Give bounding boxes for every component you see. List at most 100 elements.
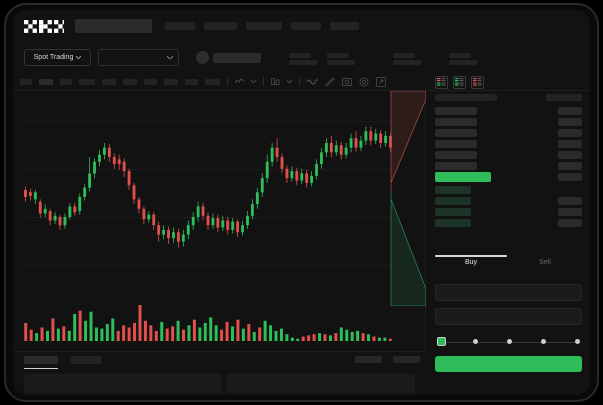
stat-24h-change <box>327 53 355 67</box>
nav-item-2[interactable] <box>204 22 237 30</box>
orderbook-row-amount <box>558 162 582 170</box>
chevron-down-icon-2[interactable] <box>287 80 292 83</box>
nav-item-1[interactable] <box>165 22 195 30</box>
stat-24h-high <box>393 53 421 67</box>
slider-handle[interactable] <box>437 337 446 346</box>
orderbook-row-amount <box>558 140 582 148</box>
tab-sell[interactable]: Sell <box>539 259 551 266</box>
settings-icon[interactable] <box>359 77 369 87</box>
percent-slider[interactable] <box>437 337 580 348</box>
orderbook-asks-icon[interactable] <box>471 76 484 89</box>
nav-item-3[interactable] <box>246 22 282 30</box>
orderbook-row-price <box>435 162 477 170</box>
orderbook-row-price <box>435 219 471 227</box>
orderbook-row-amount <box>558 129 582 137</box>
orderbook-row-amount <box>558 118 582 126</box>
orderbook-row-price <box>435 129 477 137</box>
orderbook-row[interactable] <box>435 218 582 229</box>
orderbook-row[interactable] <box>435 172 582 185</box>
order-form <box>427 280 590 395</box>
orderbook-row-price <box>435 197 471 205</box>
price-field[interactable] <box>435 284 582 301</box>
top-header <box>13 10 590 43</box>
tab-open-orders[interactable] <box>24 356 58 364</box>
orderbook-row-amount <box>558 197 582 205</box>
slider-step-50[interactable] <box>507 339 512 344</box>
nav-item-5[interactable] <box>330 22 359 30</box>
interval-pill-2[interactable] <box>39 78 53 85</box>
orderbook-row-price <box>435 140 477 148</box>
orderbook-row[interactable] <box>435 117 582 128</box>
toolbar-divider <box>227 77 228 86</box>
interval-pill-10[interactable] <box>205 78 220 85</box>
trade-side-tabs: Buy Sell <box>427 255 590 279</box>
gridline-1 <box>21 169 391 170</box>
candlestick-chart <box>24 126 392 248</box>
orderbook-row-price <box>435 118 477 126</box>
orderbook-row[interactable] <box>435 207 582 218</box>
orderbook-row[interactable] <box>435 150 582 161</box>
sub-header: Spot Trading <box>13 43 590 73</box>
volume-histogram <box>24 305 392 341</box>
orderbook-row-amount <box>558 219 582 227</box>
interval-pill-5[interactable] <box>102 78 116 85</box>
interval-pill-6[interactable] <box>123 78 137 85</box>
orderbook-column-headers <box>435 94 582 101</box>
fullscreen-icon[interactable] <box>376 76 386 87</box>
orderbook-row[interactable] <box>435 128 582 139</box>
nav-item-4[interactable] <box>291 22 321 30</box>
okx-logo-icon[interactable] <box>24 20 64 33</box>
bottom-block-right <box>227 374 415 393</box>
interval-pill-8[interactable] <box>164 78 178 85</box>
bottom-orders-panel <box>13 351 426 395</box>
orderbook-row[interactable] <box>435 196 582 207</box>
orderbook-rows <box>435 106 582 229</box>
chevron-down-icon[interactable] <box>251 80 256 83</box>
gridline-3 <box>21 265 391 266</box>
line-style-icon[interactable] <box>307 78 318 85</box>
market-type-label: Spot Trading <box>33 54 74 61</box>
orderbook-row[interactable] <box>435 139 582 150</box>
bottom-block-left <box>24 374 222 393</box>
tab-order-history[interactable] <box>71 356 101 364</box>
tab-buy[interactable]: Buy <box>464 259 478 266</box>
slider-step-25[interactable] <box>473 339 478 344</box>
orderbook-row-price <box>435 186 471 194</box>
slider-step-100[interactable] <box>575 339 580 344</box>
price-chart-panel[interactable] <box>13 91 426 351</box>
indicators-icon[interactable] <box>235 78 244 85</box>
orderbook-row-price <box>435 172 491 182</box>
interval-pill-9[interactable] <box>185 78 198 85</box>
toolbar-divider-2 <box>263 77 264 86</box>
interval-pill-7[interactable] <box>144 78 157 85</box>
orderbook-row[interactable] <box>435 185 582 196</box>
pair-selector-dropdown[interactable] <box>98 49 179 66</box>
compare-icon[interactable] <box>271 78 280 85</box>
toolbar-divider-3 <box>299 77 300 86</box>
gridline-2 <box>21 217 391 218</box>
submit-buy-button[interactable] <box>435 356 582 372</box>
orderbook-row[interactable] <box>435 106 582 117</box>
orderbook-bids-icon[interactable] <box>453 76 466 89</box>
camera-icon[interactable] <box>342 77 352 86</box>
interval-pill-4[interactable] <box>79 78 95 85</box>
chart-gridlines <box>13 91 426 351</box>
orderbook-row-amount <box>558 173 582 181</box>
pair-avatar <box>196 51 209 64</box>
slider-step-75[interactable] <box>541 339 546 344</box>
action-2[interactable] <box>393 356 420 363</box>
chart-toolbar <box>13 73 590 91</box>
search-input[interactable] <box>75 19 152 33</box>
interval-pill-3[interactable] <box>60 78 72 85</box>
amount-field[interactable] <box>435 308 582 325</box>
orderbook-row[interactable] <box>435 161 582 172</box>
orderbook-both-icon[interactable] <box>435 76 448 89</box>
orderbook-row-amount <box>558 208 582 216</box>
market-type-dropdown[interactable]: Spot Trading <box>24 49 91 66</box>
action-1[interactable] <box>355 356 382 363</box>
pair-name-placeholder <box>213 53 261 63</box>
drawing-tools-icon[interactable] <box>325 77 335 87</box>
chevron-down-icon <box>76 56 82 59</box>
interval-pill-1[interactable] <box>20 78 32 85</box>
